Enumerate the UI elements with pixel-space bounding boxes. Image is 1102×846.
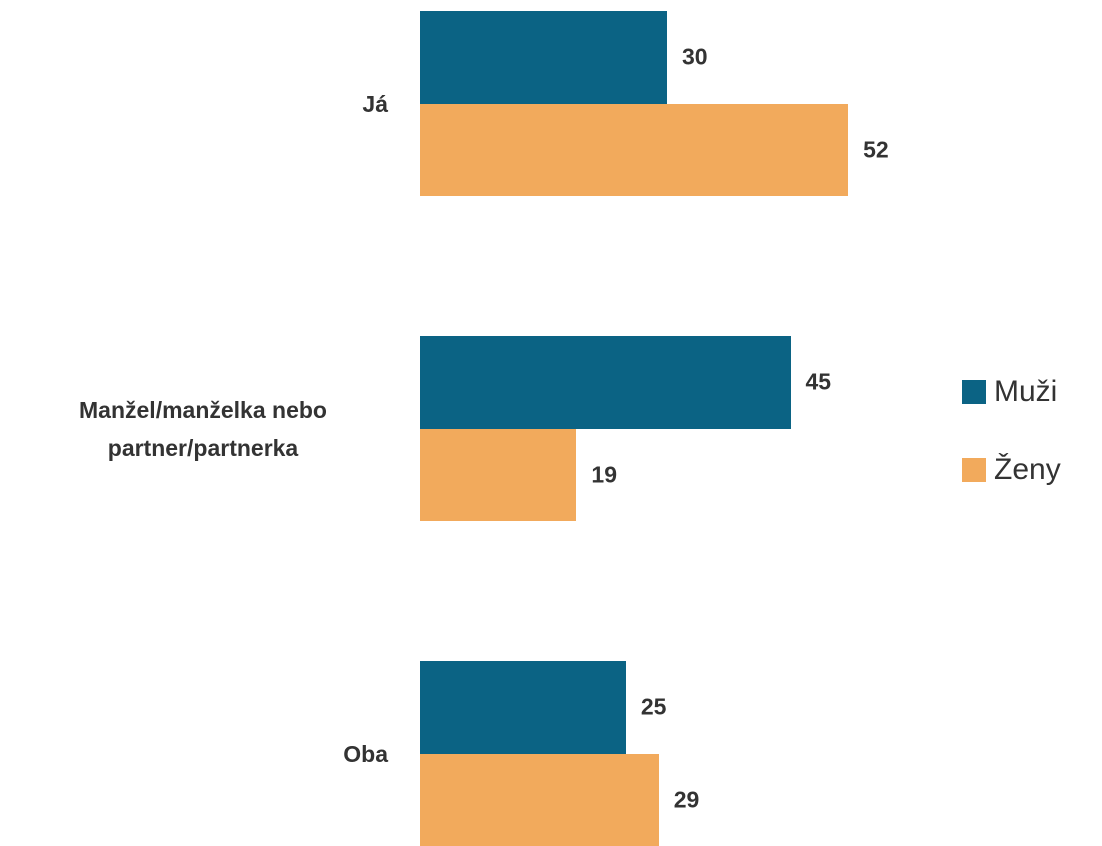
- value-label: 30: [682, 44, 708, 71]
- value-label: 45: [806, 369, 832, 396]
- bar: [420, 754, 659, 846]
- legend-label: Ženy: [994, 453, 1061, 487]
- legend-swatch: [962, 380, 986, 404]
- bar: [420, 661, 626, 754]
- category-label: Já: [362, 85, 388, 123]
- value-label: 52: [863, 136, 889, 163]
- value-label: 29: [674, 786, 700, 813]
- bar: [420, 429, 576, 522]
- value-label: 19: [591, 461, 617, 488]
- value-label: 25: [641, 694, 667, 721]
- legend-label: Muži: [994, 375, 1057, 409]
- category-label: Manžel/manželka nebo partner/partnerka: [18, 391, 388, 467]
- category-label: Oba: [343, 735, 388, 773]
- bar: [420, 336, 791, 429]
- bar: [420, 11, 667, 104]
- legend-swatch: [962, 458, 986, 482]
- bar: [420, 104, 848, 197]
